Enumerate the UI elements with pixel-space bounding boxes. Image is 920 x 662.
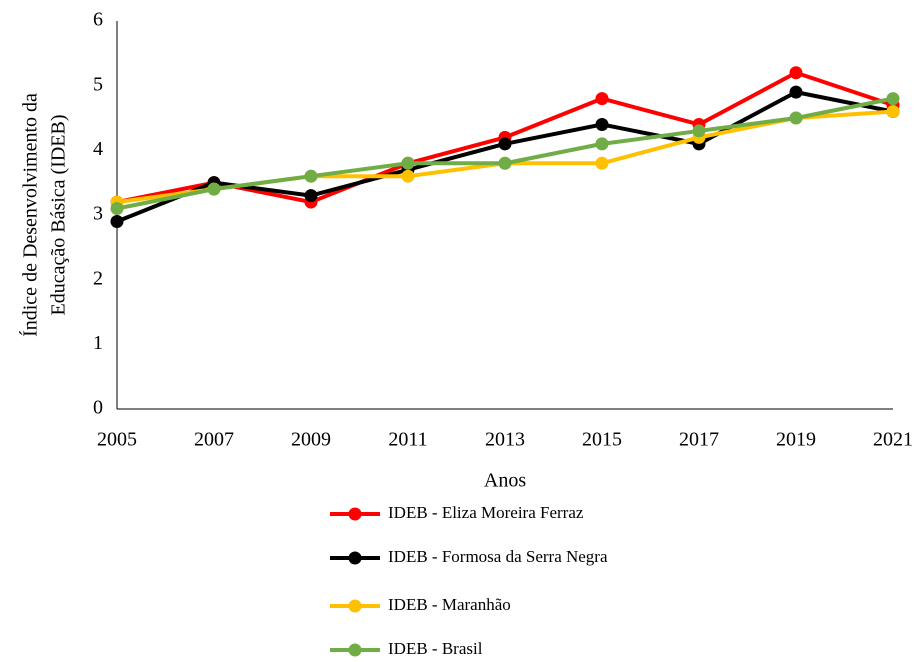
x-tick-label: 2005 — [97, 429, 137, 451]
y-axis-label: Índice de Desenvolvimento da — [19, 93, 42, 337]
data-point — [789, 66, 803, 80]
x-tick-label: 2011 — [388, 429, 427, 451]
data-point — [789, 85, 803, 99]
y-tick-label: 4 — [93, 138, 103, 160]
data-point — [886, 105, 900, 119]
x-tick-label: 2007 — [194, 429, 234, 451]
data-point — [110, 214, 124, 228]
data-point — [304, 169, 318, 183]
data-point — [207, 182, 221, 196]
x-tick-label: 2013 — [485, 429, 525, 451]
data-point — [595, 117, 609, 131]
legend-label: IDEB - Formosa da Serra Negra — [388, 547, 608, 566]
data-point — [498, 137, 512, 151]
data-point — [110, 202, 124, 216]
legend-label: IDEB - Eliza Moreira Ferraz — [388, 503, 584, 522]
y-tick-label: 1 — [93, 332, 103, 354]
x-tick-label: 2019 — [776, 429, 816, 451]
y-tick-label: 2 — [93, 267, 103, 289]
legend-marker — [348, 643, 362, 657]
x-tick-label: 2009 — [291, 429, 331, 451]
x-tick-label: 2021 — [873, 429, 913, 451]
y-tick-label: 0 — [93, 397, 103, 419]
data-point — [692, 124, 706, 138]
data-point — [401, 169, 415, 183]
y-tick-label: 6 — [93, 9, 103, 31]
data-point — [304, 189, 318, 203]
x-axis-label: Anos — [484, 470, 526, 492]
legend-label: IDEB - Brasil — [388, 639, 483, 658]
legend-marker — [348, 507, 362, 521]
data-point — [595, 137, 609, 151]
data-point — [595, 156, 609, 170]
data-point — [595, 92, 609, 106]
data-point — [886, 92, 900, 106]
y-tick-label: 3 — [93, 203, 103, 225]
y-axis-label: Educação Básica (IDEB) — [48, 114, 70, 315]
x-tick-label: 2017 — [679, 429, 719, 451]
x-tick-label: 2015 — [582, 429, 622, 451]
legend-label: IDEB - Maranhão — [388, 595, 511, 614]
data-point — [498, 156, 512, 170]
series-line — [116, 96, 894, 211]
data-point — [789, 111, 803, 125]
legend-marker — [348, 551, 362, 565]
y-tick-label: 5 — [93, 73, 103, 95]
legend-marker — [348, 599, 362, 613]
data-point — [401, 156, 415, 170]
